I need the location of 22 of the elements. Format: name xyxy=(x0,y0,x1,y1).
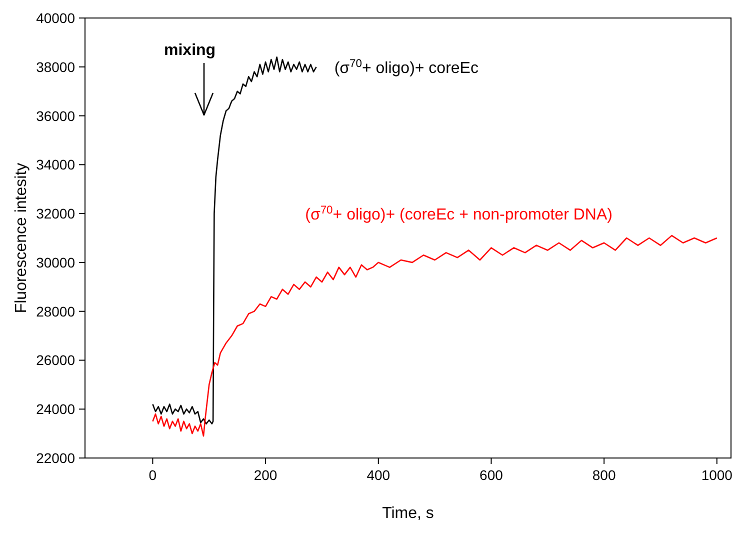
y-tick-label: 30000 xyxy=(36,254,76,270)
y-tick-label: 38000 xyxy=(36,58,76,75)
line-series xyxy=(152,234,718,437)
x-axis-title: Time, s xyxy=(382,505,434,522)
y-tick-label: 22000 xyxy=(36,450,76,466)
series-label: (σ$^{70}$+ oligo)+ (coreEc + non-promoter DNA) xyxy=(305,204,612,224)
x-tick-label: 600 xyxy=(480,467,504,483)
y-tick-label: 36000 xyxy=(36,108,76,124)
x-tick-label: 400 xyxy=(366,467,390,483)
y-tick-label: 34000 xyxy=(36,156,76,173)
y-axis-title: Fluorescence intesity xyxy=(13,162,30,314)
x-tick-label: 1000 xyxy=(701,467,733,483)
series-label: (σ$^{70}$+ oligo)+ coreEc xyxy=(334,58,478,77)
annotation: mixing xyxy=(164,42,216,59)
x-tick-label: 800 xyxy=(592,467,616,483)
y-tick-label: 24000 xyxy=(36,401,76,418)
y-tick-label: 40000 xyxy=(36,10,76,26)
y-tick-label: 32000 xyxy=(36,206,76,222)
y-tick-label: 28000 xyxy=(36,303,76,320)
x-tick-label: 0 xyxy=(148,467,157,483)
x-tick-label: 200 xyxy=(254,467,278,483)
y-tick-label: 26000 xyxy=(36,352,76,368)
